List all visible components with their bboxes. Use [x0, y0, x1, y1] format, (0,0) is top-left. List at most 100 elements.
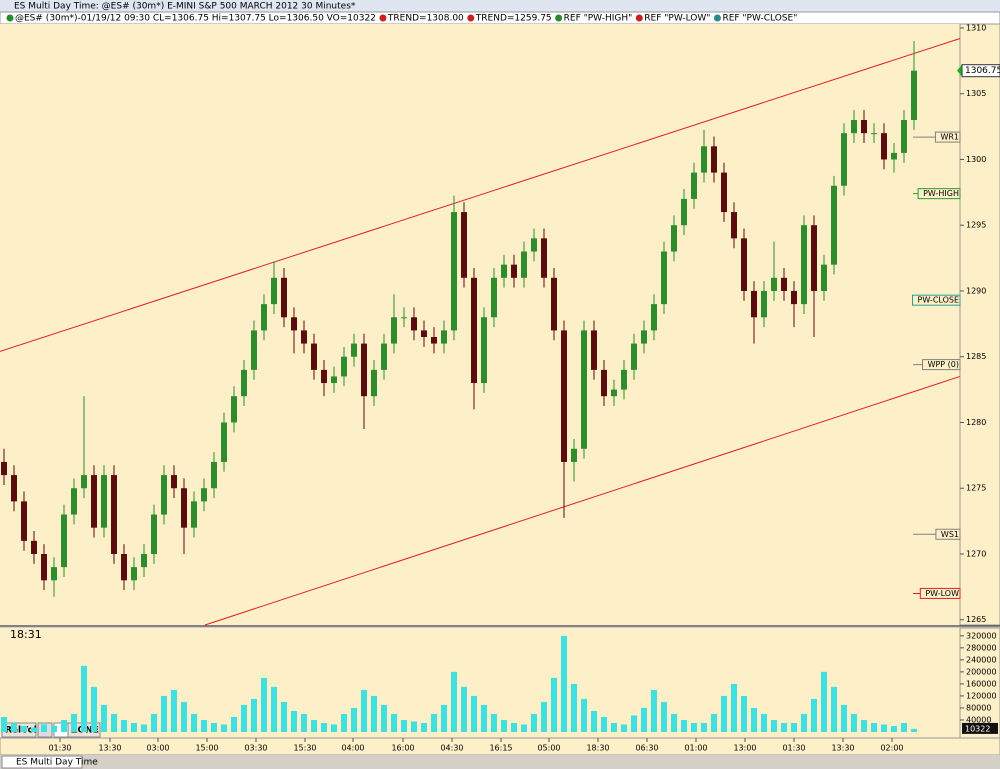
y-tick-label: 1275 — [966, 484, 986, 493]
candle-body — [761, 290, 767, 318]
volume-bar — [101, 704, 107, 732]
volume-bar — [681, 719, 687, 732]
candle-body — [41, 553, 47, 581]
volume-bar — [821, 671, 827, 732]
candle-body — [911, 70, 917, 121]
candle-body — [511, 264, 517, 278]
x-tick-label: 15:00 — [195, 744, 218, 753]
candle-body — [231, 396, 237, 423]
volume-bar — [31, 727, 37, 732]
volume-bar — [571, 683, 577, 732]
candle-body — [871, 133, 877, 135]
candle-body — [151, 514, 157, 554]
volume-bar — [71, 713, 77, 732]
volume-bar — [191, 713, 197, 732]
volume-bar — [551, 677, 557, 732]
volume-bar — [241, 704, 247, 732]
level-label: PW-HIGH — [923, 189, 959, 198]
volume-bar — [441, 704, 447, 732]
price-axis — [959, 23, 1000, 626]
candle-body — [221, 422, 227, 462]
candle-body — [181, 488, 187, 528]
volume-bar — [461, 686, 467, 732]
info-dot — [6, 14, 14, 22]
volume-bar — [611, 722, 617, 732]
candle-body — [391, 317, 397, 344]
volume-bar — [361, 689, 367, 732]
volume-bar — [481, 704, 487, 732]
candle-body — [581, 330, 587, 449]
level-box — [922, 359, 961, 371]
last-price-box — [961, 64, 1000, 78]
candle-body — [431, 336, 437, 344]
volume-bar — [41, 724, 47, 732]
candle-body — [891, 152, 897, 160]
volume-bar — [791, 722, 797, 732]
candle-body — [881, 133, 887, 160]
candle-body — [91, 475, 97, 528]
volume-bar — [831, 686, 837, 732]
x-tick-label: 13:30 — [831, 744, 854, 753]
trend-line — [0, 37, 961, 352]
last-price-label: 1306.75 — [965, 66, 1000, 76]
candle-body — [331, 376, 337, 384]
candle-body — [291, 317, 297, 331]
x-tick-label: 18:30 — [586, 744, 609, 753]
level-box — [935, 528, 961, 540]
candle-body — [561, 330, 567, 462]
volume-bar — [91, 686, 97, 732]
volume-bar — [51, 725, 57, 732]
info-text: TREND=1259.75 — [475, 14, 552, 24]
candle-body — [361, 343, 367, 397]
candle-body — [681, 198, 687, 226]
volume-bar — [451, 671, 457, 732]
y-tick-label: 240000 — [966, 655, 997, 664]
candle-body — [531, 238, 537, 252]
candle-body — [301, 330, 307, 344]
x-tick-label: 16:00 — [391, 744, 414, 753]
sheet-tab[interactable] — [1, 755, 83, 769]
volume-bar — [291, 710, 297, 732]
last-price-marker — [957, 64, 962, 77]
candle-body — [771, 277, 777, 291]
volume-axis — [959, 627, 1000, 739]
x-tick-label: 03:30 — [244, 744, 267, 753]
title-bar — [0, 0, 1000, 12]
candle-body — [901, 120, 907, 153]
candle-body — [11, 475, 17, 502]
volume-bar — [751, 707, 757, 732]
candle-body — [211, 461, 217, 489]
volume-bar — [651, 689, 657, 732]
info-dot — [467, 14, 475, 22]
candle-body — [501, 264, 507, 278]
y-tick-label: 280000 — [966, 643, 997, 652]
volume-bar — [251, 698, 257, 732]
volume-bar — [391, 713, 397, 732]
y-tick-label: 1300 — [966, 155, 986, 164]
x-tick-label: 01:00 — [684, 744, 707, 753]
volume-bar — [781, 722, 787, 732]
tab-label[interactable]: RelVol — [5, 726, 37, 736]
volume-bar — [531, 713, 537, 732]
y-tick-label: 1265 — [966, 615, 986, 624]
candle-body — [631, 343, 637, 370]
volume-bar — [701, 722, 707, 732]
volume-bar — [501, 719, 507, 732]
candle-body — [121, 553, 127, 581]
volume-bar — [901, 722, 907, 732]
info-text: @ES# (30m*)-01/19/12 09:30 CL=1306.75 Hi… — [15, 14, 376, 24]
volume-bar — [601, 716, 607, 732]
candle-body — [201, 488, 207, 502]
volume-bar — [541, 701, 547, 732]
candle-body — [251, 330, 257, 370]
info-dot — [379, 14, 387, 22]
volume-bar — [331, 724, 337, 732]
sheet-tab-label[interactable]: ES Multi Day Time — [16, 758, 98, 768]
candle-body — [51, 567, 57, 581]
candle-body — [481, 317, 487, 384]
candle-body — [271, 277, 277, 305]
candle-body — [311, 343, 317, 370]
volume-bar — [871, 722, 877, 732]
info-dot — [635, 14, 643, 22]
